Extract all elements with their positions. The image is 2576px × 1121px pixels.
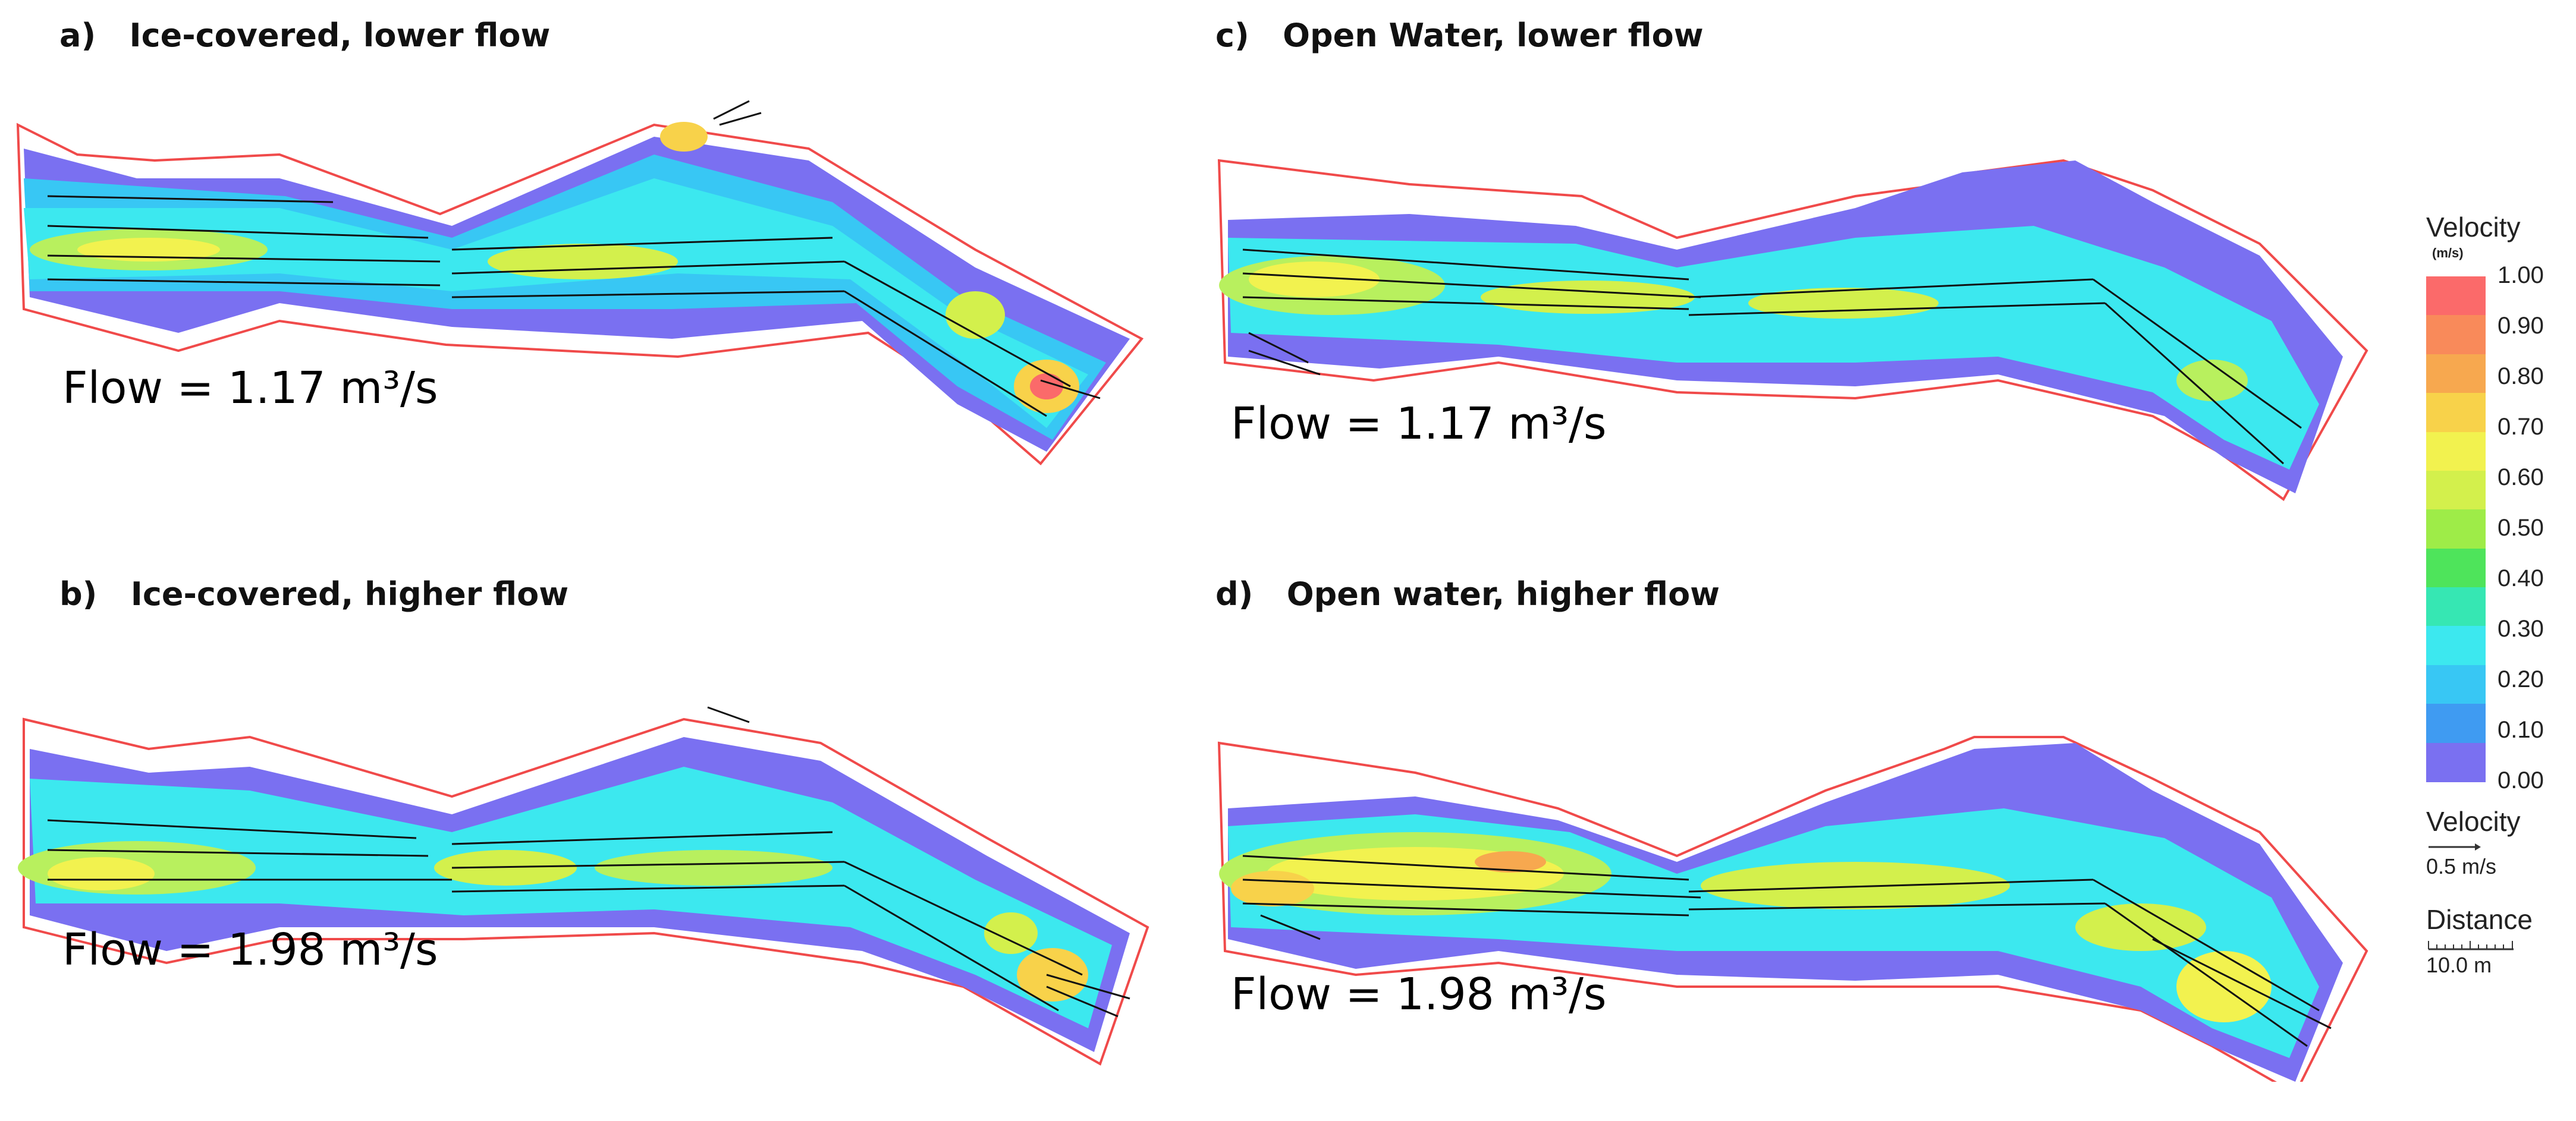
distance-scale-bar-icon — [2428, 941, 2514, 950]
legend-color-swatch — [2426, 276, 2486, 316]
legend-tick-label: 0.10 — [2498, 717, 2544, 743]
panel-a-flow-label: Flow = 1.17 m³/s — [62, 363, 438, 414]
legend-color-swatch — [2426, 432, 2486, 471]
panel-c-title: c) Open Water, lower flow — [1215, 17, 1704, 54]
panel-b: b) Ice-covered, higher flow Flow = 1.98 … — [0, 559, 1189, 1082]
legend-tick-label: 0.80 — [2498, 363, 2544, 389]
panel-c-flow-label: Flow = 1.17 m³/s — [1231, 398, 1607, 449]
legend-color-swatch — [2426, 548, 2486, 588]
legend-color-swatch — [2426, 626, 2486, 666]
panel-d: d) Open water, higher flow Flow = 1.98 m… — [1201, 559, 2390, 1082]
velocity-legend: Velocity (m/s) 1.00 0.90 0.80 0.70 0.60 0.50 0… — [2426, 211, 2575, 984]
panel-a-title: a) Ice-covered, lower flow — [59, 17, 551, 54]
legend-tick-label: 0.50 — [2498, 515, 2544, 541]
legend-color-swatch — [2426, 665, 2486, 705]
panel-b-flow-label: Flow = 1.98 m³/s — [62, 924, 438, 975]
panel-d-title: d) Open water, higher flow — [1215, 575, 1720, 613]
legend-velocity-unit: (m/s) — [2432, 245, 2464, 260]
legend-vector-title: Velocity — [2426, 806, 2521, 837]
legend-color-swatch — [2426, 354, 2486, 394]
legend-color-swatch — [2426, 704, 2486, 744]
legend-vector-scale: 0.5 m/s — [2426, 854, 2497, 878]
legend-color-swatch — [2426, 393, 2486, 433]
velocity-map-c — [1217, 159, 2368, 501]
legend-color-swatch — [2426, 509, 2486, 549]
panel-d-flow-label: Flow = 1.98 m³/s — [1231, 969, 1607, 1020]
legend-distance-scale: 10.0 m — [2426, 953, 2492, 977]
legend-color-swatch — [2426, 315, 2486, 355]
legend-color-swatch — [2426, 742, 2486, 782]
legend-tick-label: 0.00 — [2498, 767, 2544, 793]
legend-color-bar — [2426, 276, 2486, 782]
legend-tick-label: 0.70 — [2498, 414, 2544, 440]
velocity-map-b — [18, 706, 1149, 1066]
legend-tick-label: 0.40 — [2498, 565, 2544, 591]
panel-a: a) Ice-covered, lower flow Flow = 1.17 m… — [0, 0, 1189, 523]
panel-b-title: b) Ice-covered, higher flow — [59, 575, 569, 613]
legend-tick-label: 0.30 — [2498, 616, 2544, 642]
legend-color-swatch — [2426, 470, 2486, 511]
legend-tick-label: 0.90 — [2498, 313, 2544, 339]
legend-tick-label: 0.20 — [2498, 666, 2544, 692]
legend-distance-title: Distance — [2426, 904, 2533, 935]
legend-tick-label: 0.60 — [2498, 464, 2544, 490]
legend-color-swatch — [2426, 587, 2486, 627]
legend-velocity-title: Velocity — [2426, 212, 2521, 243]
legend-tick-label: 1.00 — [2498, 262, 2544, 288]
velocity-map-a — [16, 100, 1144, 465]
vector-scale-arrow-icon — [2429, 843, 2481, 851]
panel-c: c) Open Water, lower flow Flow = 1.17 m³… — [1201, 0, 2390, 523]
velocity-map-d — [1217, 736, 2368, 1082]
